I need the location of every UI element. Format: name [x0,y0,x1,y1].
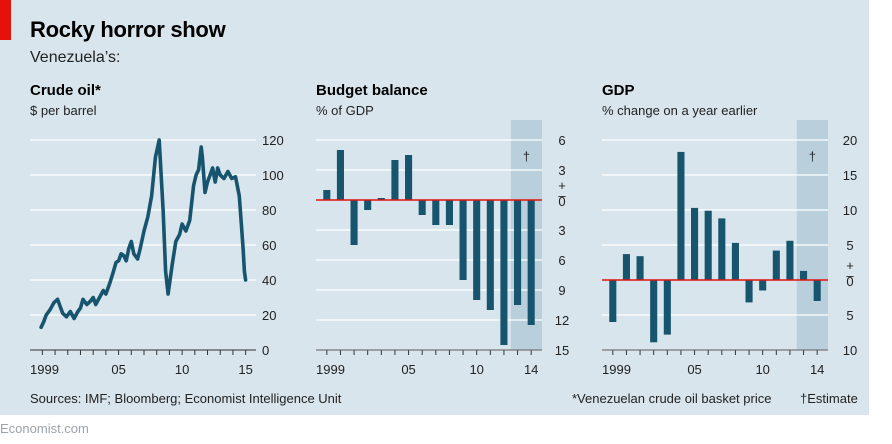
budget-bar [473,200,481,300]
gdp-panel-title: GDP [602,82,635,99]
gdp-y-tick-label: 0 [846,274,853,289]
gdp-x-tick-label: 1999 [602,362,631,377]
oil-y-tick-label: 100 [262,168,284,183]
budget-bar [323,190,331,200]
gdp-bar [731,242,739,280]
chart-subtitle: Venezuela’s: [30,49,121,66]
gdp-panel-unit: % change on a year earlier [602,103,758,118]
gdp-bar [691,207,699,280]
oil-y-tick-label: 20 [262,308,276,323]
budget-y-tick-label: 6 [558,133,565,148]
gdp-y-tick-label: 5 [846,238,853,253]
budget-estimate-dagger: † [523,149,530,164]
budget-y-tick-label: 6 [558,253,565,268]
oil-y-tick-label: 40 [262,273,276,288]
gdp-x-tick-label: 10 [755,362,769,377]
economist-watermark: Economist.com [0,421,89,436]
gdp-estimate-shade [796,120,828,350]
gdp-x-tick-label: 05 [687,362,701,377]
oil-x-tick-label: 15 [238,362,252,377]
gdp-bar [650,280,658,343]
gdp-bar [718,218,726,280]
budget-y-tick-label: 0 [558,194,565,209]
budget-y-tick-label: + [558,178,566,193]
budget-plot-area [316,120,542,350]
budget-panel-unit: % of GDP [316,103,374,118]
budget-bar [459,200,467,280]
gdp-bar [677,151,685,280]
gdp-bar [745,280,753,303]
budget-bar [514,200,522,305]
gdp-y-tick-label: 10 [843,203,857,218]
gdp-y-tick-label: 10 [843,343,857,358]
oil-y-tick-label: 0 [262,343,269,358]
budget-bar [445,200,453,225]
gdp-y-tick-label: 15 [843,168,857,183]
budget-x-tick-label: 05 [401,362,415,377]
budget-y-tick-label: 12 [555,313,569,328]
oil-y-tick-label: 80 [262,203,276,218]
oil-y-tick-label: 120 [262,133,284,148]
budget-bar [500,200,508,345]
gdp-plot-area [602,120,828,350]
gdp-y-tick-label: – [846,268,854,283]
oil-panel-unit: $ per barrel [30,103,97,118]
budget-bar [391,160,399,200]
brand-red-tab [0,0,11,40]
oil-panel-title: Crude oil* [30,82,101,99]
gdp-bar [800,270,808,280]
oil-x-tick-label: 05 [111,362,125,377]
gdp-y-tick-label: 20 [843,133,857,148]
gdp-bar [813,280,821,301]
budget-bar [364,200,372,210]
gdp-bar [704,210,712,280]
oil-y-tick-label: 60 [262,238,276,253]
footnote-dagger: †Estimate [800,391,858,406]
budget-y-tick-label: 3 [558,223,565,238]
gdp-bar [786,240,794,280]
budget-bar [432,200,440,225]
budget-x-tick-label: 1999 [316,362,345,377]
oil-price-line [39,138,248,330]
gdp-bar [759,280,767,291]
gdp-bar [636,256,644,280]
footnote-star: *Venezuelan crude oil basket price [572,391,772,406]
budget-x-tick-label: 10 [469,362,483,377]
budget-y-tick-label: 15 [555,343,569,358]
oil-x-tick-label: 1999 [30,362,59,377]
gdp-y-tick-label: 5 [846,308,853,323]
budget-bar [350,200,358,245]
budget-panel-title: Budget balance [316,82,428,99]
budget-bar [405,155,413,200]
gdp-bar [663,280,671,335]
budget-y-tick-label: – [558,188,566,203]
budget-bar [418,200,426,215]
gdp-estimate-dagger: † [809,149,816,164]
budget-bar [527,200,535,325]
budget-bar [486,200,494,310]
budget-bar [377,198,385,200]
oil-x-tick-label: 10 [175,362,189,377]
gdp-y-tick-label: + [846,258,854,273]
budget-bar [336,150,344,200]
budget-y-tick-label: 9 [558,283,565,298]
sources-note: Sources: IMF; Bloomberg; Economist Intel… [30,391,342,406]
budget-x-tick-label: 14 [524,362,538,377]
chart-title: Rocky horror show [30,17,226,42]
gdp-x-tick-label: 14 [810,362,824,377]
gdp-bar [772,250,780,280]
gdp-bar [609,280,617,322]
budget-y-tick-label: 3 [558,163,565,178]
gdp-bar [622,254,630,280]
